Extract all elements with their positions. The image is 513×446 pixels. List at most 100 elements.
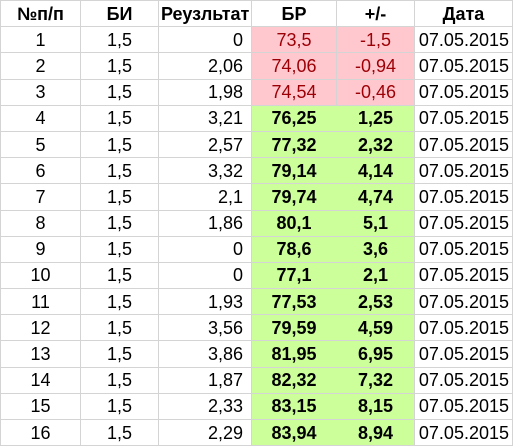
cell-diff[interactable]: 2,1 xyxy=(336,262,415,290)
cell-diff[interactable]: 8,94 xyxy=(336,419,415,446)
cell-bi[interactable]: 1,5 xyxy=(80,26,159,54)
cell-bi[interactable]: 1,5 xyxy=(80,288,159,316)
cell-num[interactable]: 2 xyxy=(0,52,81,80)
cell-result[interactable]: 0 xyxy=(158,262,252,290)
cell-date[interactable]: 07.05.2015 xyxy=(414,26,513,54)
cell-br[interactable]: 77,53 xyxy=(251,288,337,316)
cell-num[interactable]: 1 xyxy=(0,26,81,54)
cell-result[interactable]: 0 xyxy=(158,236,252,263)
cell-date[interactable]: 07.05.2015 xyxy=(414,105,513,132)
cell-result[interactable]: 1,98 xyxy=(158,79,252,106)
header-bi[interactable]: БИ xyxy=(80,0,159,28)
cell-br[interactable]: 83,15 xyxy=(251,393,337,421)
cell-diff[interactable]: 2,32 xyxy=(336,131,415,159)
cell-diff[interactable]: 7,32 xyxy=(336,367,415,394)
cell-num[interactable]: 16 xyxy=(0,419,81,446)
cell-diff[interactable]: 5,1 xyxy=(336,210,415,237)
cell-bi[interactable]: 1,5 xyxy=(80,131,159,159)
cell-num[interactable]: 15 xyxy=(0,393,81,421)
cell-diff[interactable]: -0,46 xyxy=(336,79,415,106)
cell-result[interactable]: 0 xyxy=(158,26,252,54)
cell-date[interactable]: 07.05.2015 xyxy=(414,340,513,368)
cell-diff[interactable]: 8,15 xyxy=(336,393,415,421)
header-br[interactable]: БР xyxy=(251,0,337,28)
cell-num[interactable]: 4 xyxy=(0,105,81,132)
cell-diff[interactable]: 3,6 xyxy=(336,236,415,263)
cell-date[interactable]: 07.05.2015 xyxy=(414,419,513,446)
cell-date[interactable]: 07.05.2015 xyxy=(414,367,513,394)
cell-date[interactable]: 07.05.2015 xyxy=(414,262,513,290)
cell-num[interactable]: 8 xyxy=(0,210,81,237)
cell-num[interactable]: 10 xyxy=(0,262,81,290)
cell-bi[interactable]: 1,5 xyxy=(80,262,159,290)
cell-date[interactable]: 07.05.2015 xyxy=(414,393,513,421)
cell-bi[interactable]: 1,5 xyxy=(80,393,159,421)
cell-num[interactable]: 5 xyxy=(0,131,81,159)
cell-num[interactable]: 14 xyxy=(0,367,81,394)
cell-bi[interactable]: 1,5 xyxy=(80,340,159,368)
cell-diff[interactable]: 4,59 xyxy=(336,314,415,342)
cell-br[interactable]: 77,32 xyxy=(251,131,337,159)
header-diff[interactable]: +/- xyxy=(336,0,415,28)
cell-result[interactable]: 2,06 xyxy=(158,52,252,80)
cell-num[interactable]: 9 xyxy=(0,236,81,263)
cell-bi[interactable]: 1,5 xyxy=(80,367,159,394)
header-result[interactable]: Реузльтат xyxy=(158,0,252,28)
cell-br[interactable]: 74,06 xyxy=(251,52,337,80)
cell-br[interactable]: 79,74 xyxy=(251,183,337,211)
cell-result[interactable]: 3,21 xyxy=(158,105,252,132)
cell-num[interactable]: 13 xyxy=(0,340,81,368)
cell-bi[interactable]: 1,5 xyxy=(80,314,159,342)
cell-bi[interactable]: 1,5 xyxy=(80,79,159,106)
cell-date[interactable]: 07.05.2015 xyxy=(414,314,513,342)
cell-date[interactable]: 07.05.2015 xyxy=(414,157,513,185)
cell-num[interactable]: 11 xyxy=(0,288,81,316)
cell-date[interactable]: 07.05.2015 xyxy=(414,79,513,106)
cell-diff[interactable]: 6,95 xyxy=(336,340,415,368)
cell-br[interactable]: 82,32 xyxy=(251,367,337,394)
cell-diff[interactable]: 4,74 xyxy=(336,183,415,211)
cell-bi[interactable]: 1,5 xyxy=(80,236,159,263)
cell-br[interactable]: 74,54 xyxy=(251,79,337,106)
cell-result[interactable]: 2,57 xyxy=(158,131,252,159)
cell-diff[interactable]: -0,94 xyxy=(336,52,415,80)
cell-bi[interactable]: 1,5 xyxy=(80,157,159,185)
cell-num[interactable]: 7 xyxy=(0,183,81,211)
cell-br[interactable]: 73,5 xyxy=(251,26,337,54)
cell-result[interactable]: 2,1 xyxy=(158,183,252,211)
cell-result[interactable]: 1,86 xyxy=(158,210,252,237)
cell-result[interactable]: 2,33 xyxy=(158,393,252,421)
header-num[interactable]: №п/п xyxy=(0,0,81,28)
header-date[interactable]: Дата xyxy=(414,0,513,28)
cell-result[interactable]: 3,56 xyxy=(158,314,252,342)
cell-date[interactable]: 07.05.2015 xyxy=(414,52,513,80)
cell-date[interactable]: 07.05.2015 xyxy=(414,210,513,237)
cell-date[interactable]: 07.05.2015 xyxy=(414,288,513,316)
cell-br[interactable]: 81,95 xyxy=(251,340,337,368)
cell-date[interactable]: 07.05.2015 xyxy=(414,236,513,263)
cell-result[interactable]: 3,86 xyxy=(158,340,252,368)
cell-result[interactable]: 3,32 xyxy=(158,157,252,185)
cell-br[interactable]: 76,25 xyxy=(251,105,337,132)
cell-result[interactable]: 1,87 xyxy=(158,367,252,394)
cell-num[interactable]: 12 xyxy=(0,314,81,342)
cell-br[interactable]: 79,14 xyxy=(251,157,337,185)
cell-bi[interactable]: 1,5 xyxy=(80,105,159,132)
cell-diff[interactable]: 2,53 xyxy=(336,288,415,316)
cell-date[interactable]: 07.05.2015 xyxy=(414,131,513,159)
cell-date[interactable]: 07.05.2015 xyxy=(414,183,513,211)
cell-num[interactable]: 3 xyxy=(0,79,81,106)
cell-diff[interactable]: 4,14 xyxy=(336,157,415,185)
cell-num[interactable]: 6 xyxy=(0,157,81,185)
cell-bi[interactable]: 1,5 xyxy=(80,183,159,211)
cell-bi[interactable]: 1,5 xyxy=(80,210,159,237)
cell-diff[interactable]: -1,5 xyxy=(336,26,415,54)
cell-bi[interactable]: 1,5 xyxy=(80,52,159,80)
cell-br[interactable]: 77,1 xyxy=(251,262,337,290)
cell-bi[interactable]: 1,5 xyxy=(80,419,159,446)
cell-br[interactable]: 79,59 xyxy=(251,314,337,342)
cell-br[interactable]: 78,6 xyxy=(251,236,337,263)
cell-result[interactable]: 1,93 xyxy=(158,288,252,316)
cell-br[interactable]: 83,94 xyxy=(251,419,337,446)
cell-br[interactable]: 80,1 xyxy=(251,210,337,237)
